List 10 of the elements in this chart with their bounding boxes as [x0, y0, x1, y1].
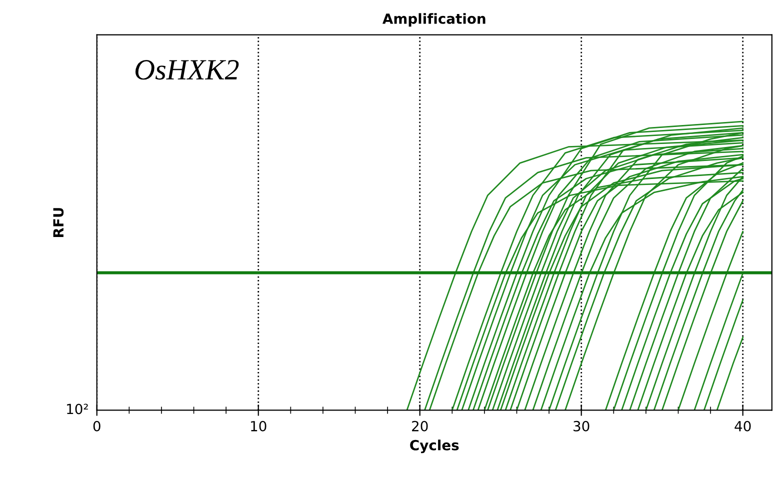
x-tick-label: 20	[412, 420, 428, 432]
chart-title: Amplification	[382, 13, 486, 27]
x-axis-title: Cycles	[410, 440, 459, 454]
text: 10²	[67, 404, 88, 414]
x-tick-label: 30	[574, 420, 590, 432]
text: OsHXK2	[135, 60, 239, 80]
x-tick-label: 0	[93, 420, 100, 432]
x-tick-label: 10	[251, 420, 266, 432]
x-tick-label: 40	[734, 420, 751, 432]
y-axis-title: RFU	[53, 208, 64, 237]
